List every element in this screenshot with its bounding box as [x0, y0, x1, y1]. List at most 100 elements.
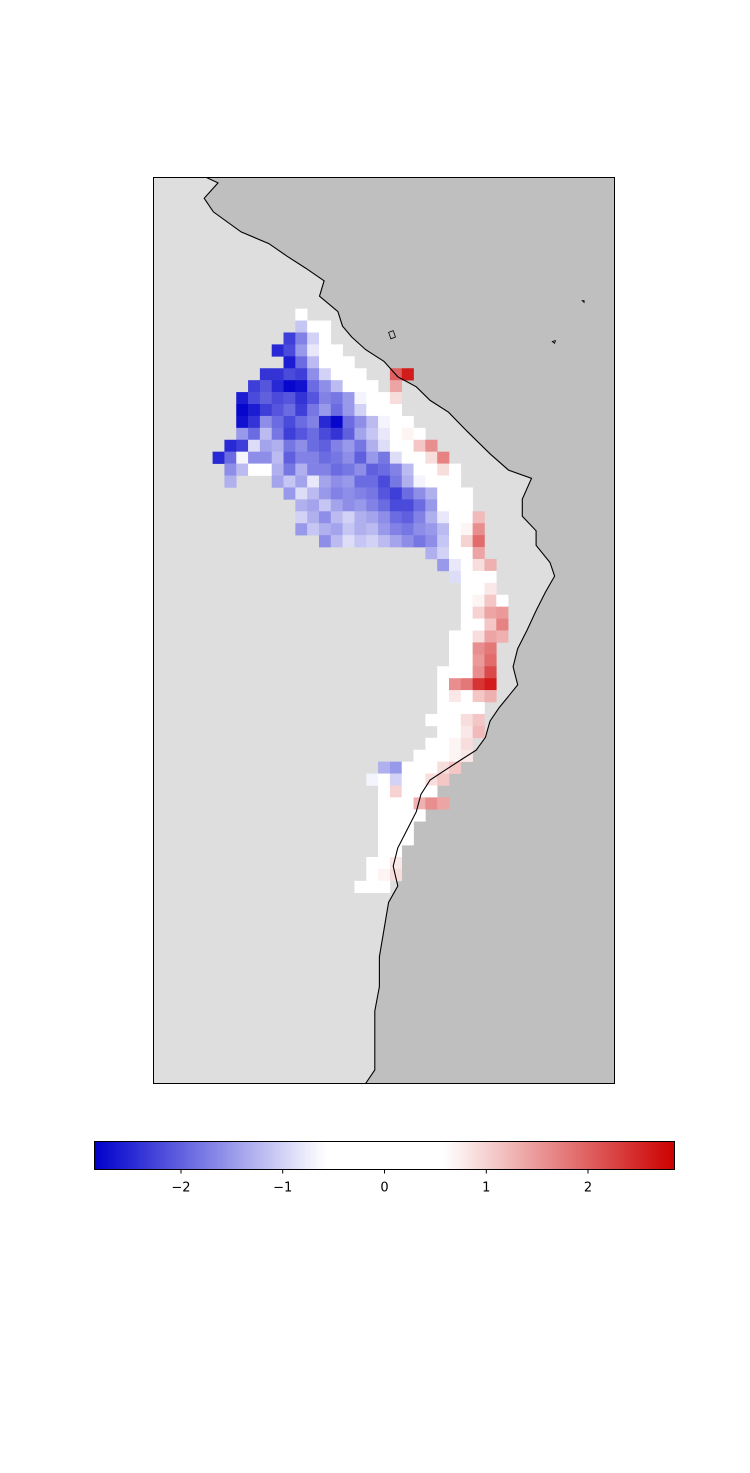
grid-cell	[354, 439, 367, 452]
grid-cell	[484, 618, 497, 631]
grid-cell	[378, 857, 391, 870]
grid-cell	[389, 380, 403, 393]
grid-cell	[472, 606, 485, 619]
grid-cell	[236, 451, 249, 464]
grid-cell	[307, 368, 320, 381]
grid-cell	[437, 725, 450, 739]
grid-cell	[425, 749, 438, 762]
grid-cell	[330, 427, 343, 441]
grid-cell	[248, 404, 261, 417]
grid-cell	[271, 344, 284, 357]
grid-cell	[342, 451, 355, 464]
grid-cell	[330, 404, 343, 417]
grid-cell	[425, 499, 438, 512]
grid-cell	[318, 332, 332, 345]
grid-cell	[472, 630, 485, 643]
colorbar-tick-label: 2	[584, 1181, 592, 1196]
grid-cell	[295, 392, 308, 405]
grid-cell	[460, 654, 473, 667]
grid-cell	[283, 392, 296, 405]
grid-cell	[496, 594, 509, 607]
grid-cell	[307, 415, 320, 429]
grid-cell	[437, 523, 450, 536]
grid-cell	[307, 320, 320, 333]
grid-cell	[389, 797, 403, 810]
grid-cell	[449, 487, 462, 500]
grid-cell	[484, 570, 497, 584]
grid-cell	[460, 713, 473, 727]
grid-cell	[318, 487, 332, 500]
grid-cell	[342, 404, 355, 417]
grid-cell	[378, 535, 391, 548]
grid-cell	[425, 535, 438, 548]
grid-cell	[330, 380, 343, 393]
grid-cell	[460, 702, 473, 715]
grid-cell	[437, 451, 450, 464]
grid-cell	[484, 630, 497, 643]
grid-cell	[378, 845, 391, 858]
grid-cell	[449, 737, 462, 751]
grid-cell	[354, 487, 367, 500]
grid-cell	[307, 439, 320, 452]
grid-cell	[413, 439, 426, 452]
grid-cell	[389, 415, 403, 429]
grid-cell	[425, 451, 438, 464]
grid-cell	[330, 368, 343, 381]
grid-cell	[401, 797, 414, 810]
grid-cell	[318, 415, 332, 429]
grid-cell	[330, 356, 343, 369]
grid-cell	[449, 463, 462, 476]
grid-cell	[295, 308, 308, 321]
grid-cell	[295, 404, 308, 417]
grid-cell	[472, 690, 485, 703]
grid-cell	[342, 427, 355, 441]
grid-cell	[283, 356, 296, 369]
grid-cell	[224, 463, 237, 476]
grid-cell	[295, 356, 308, 369]
map-panel	[153, 177, 615, 1084]
colorbar-tick-label: 1	[482, 1181, 490, 1196]
grid-cell	[460, 606, 473, 619]
grid-cell	[413, 749, 426, 762]
grid-cell	[318, 463, 332, 476]
grid-cell	[449, 690, 462, 703]
grid-cell	[378, 463, 391, 476]
grid-cell	[413, 475, 426, 488]
grid-cell	[283, 439, 296, 452]
grid-cell	[330, 535, 343, 548]
grid-cell	[472, 654, 485, 667]
grid-cell	[212, 451, 225, 464]
grid-cell	[449, 654, 462, 667]
grid-cell	[449, 761, 462, 774]
grid-cell	[472, 511, 485, 524]
grid-cell	[413, 511, 426, 524]
grid-cell	[413, 523, 426, 536]
grid-cell	[283, 415, 296, 429]
grid-cell	[378, 797, 391, 810]
grid-cell	[354, 404, 367, 417]
grid-cell	[460, 725, 473, 739]
grid-cell	[295, 320, 308, 333]
grid-cell	[413, 797, 426, 810]
grid-cell	[366, 427, 379, 441]
grid-cell	[484, 690, 497, 703]
grid-cell	[378, 392, 391, 405]
grid-cell	[389, 809, 403, 822]
grid-cell	[496, 606, 509, 619]
grid-cell	[401, 773, 414, 786]
grid-cell	[413, 499, 426, 512]
grid-cell	[354, 380, 367, 393]
grid-cell	[236, 463, 249, 476]
grid-cell	[425, 439, 438, 452]
grid-cell	[437, 761, 450, 774]
grid-cell	[401, 833, 414, 846]
colorbar-gradient	[94, 1141, 675, 1170]
grid-cell	[366, 404, 379, 417]
grid-cell	[401, 511, 414, 524]
grid-cell	[378, 439, 391, 452]
grid-cell	[413, 487, 426, 500]
grid-cell	[283, 368, 296, 381]
grid-cell	[449, 713, 462, 727]
grid-cell	[460, 547, 473, 560]
grid-cell	[437, 547, 450, 560]
